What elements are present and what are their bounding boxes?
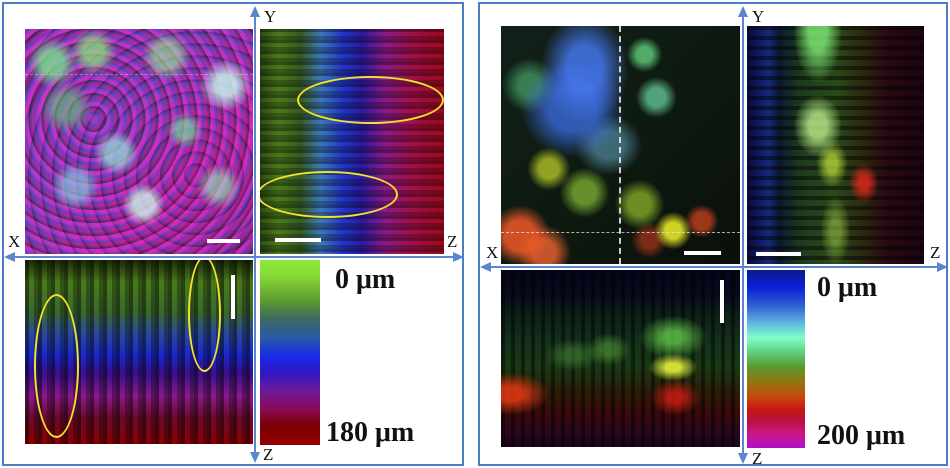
z-axis-arrow-icon <box>937 262 948 272</box>
y-axis-arrow-icon <box>738 6 748 17</box>
x-axis-line <box>488 266 940 268</box>
z-axis-label-right: Z <box>930 243 941 262</box>
y-axis-label: Y <box>264 7 277 26</box>
colorbar-top-label: 0 μm <box>335 264 396 295</box>
left-xz-image <box>25 260 253 444</box>
x-axis-label: X <box>486 243 499 262</box>
colorbar-bottom-label: 200 μm <box>817 420 906 451</box>
x-axis-label: X <box>8 232 21 251</box>
depth-colorbar <box>260 260 320 445</box>
right-xy-image <box>501 26 740 264</box>
annotation-ellipse <box>297 76 444 124</box>
left-yz-image <box>260 29 444 254</box>
z-axis-arrow-icon <box>250 452 260 463</box>
y-axis-label: Y <box>752 7 765 26</box>
y-axis-arrow-icon <box>250 6 260 17</box>
right-yz-image <box>747 26 924 264</box>
annotation-ellipse <box>188 260 221 372</box>
right-xz-image <box>501 270 740 447</box>
annotation-ellipse <box>34 294 79 438</box>
x-axis-arrow-icon <box>480 262 491 272</box>
y-axis-line <box>254 14 256 454</box>
scale-bar <box>720 280 724 323</box>
scale-bar <box>207 239 240 243</box>
x-axis-line <box>12 256 456 258</box>
left-panel: 0 μm 180 μm Y X Z Z <box>2 2 464 466</box>
colorbar-top-label: 0 μm <box>817 272 878 303</box>
z-axis-label-bottom: Z <box>752 449 763 468</box>
z-axis-arrow-icon <box>453 252 464 262</box>
left-xy-image <box>25 29 253 254</box>
z-axis-label-bottom: Z <box>263 445 274 464</box>
z-axis-label-right: Z <box>447 232 458 251</box>
crosshair-horizontal <box>501 232 740 233</box>
y-axis-line <box>742 14 744 456</box>
scale-bar <box>756 252 801 256</box>
right-panel: 0 μm 200 μm Y X Z Z <box>478 2 948 468</box>
scale-bar <box>684 251 721 255</box>
z-axis-arrow-icon <box>738 453 748 464</box>
x-axis-arrow-icon <box>4 252 15 262</box>
annotation-ellipse <box>260 171 398 218</box>
colorbar-bottom-label: 180 μm <box>326 417 415 448</box>
scale-bar <box>275 238 321 242</box>
depth-colorbar <box>747 270 805 448</box>
scale-bar <box>231 275 235 319</box>
crosshair-vertical <box>619 26 621 264</box>
crosshair-horizontal <box>25 74 253 75</box>
